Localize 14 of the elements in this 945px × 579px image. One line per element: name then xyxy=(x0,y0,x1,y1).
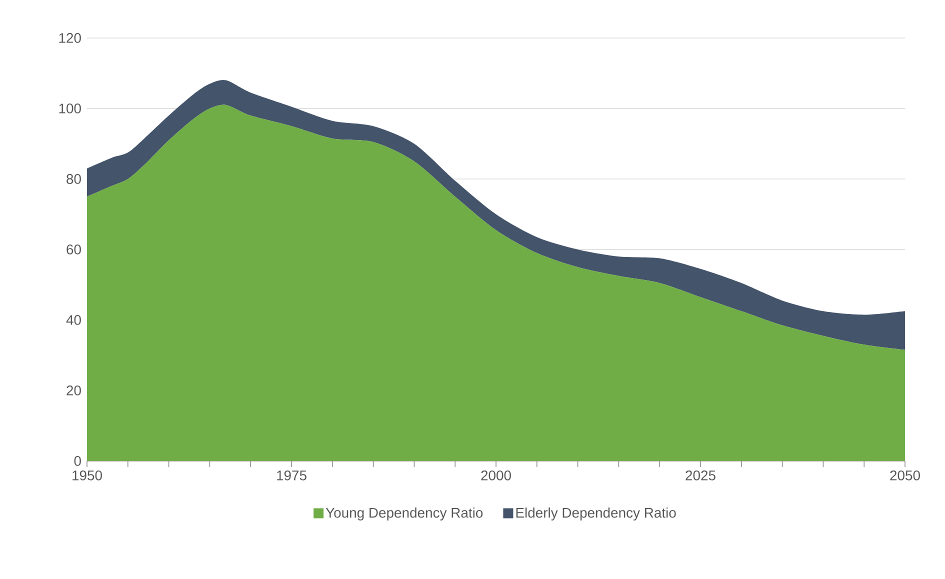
y-tick-label: 40 xyxy=(66,315,81,325)
y-tick-label: 0 xyxy=(74,456,81,466)
x-tick-label: 2025 xyxy=(686,470,716,480)
y-tick-label: 60 xyxy=(66,244,81,254)
legend-label: Elderly Dependency Ratio xyxy=(516,507,676,520)
x-tick-label: 2050 xyxy=(890,470,920,480)
y-tick-label: 20 xyxy=(66,386,81,396)
x-tick-label: 1950 xyxy=(72,470,102,480)
y-tick-label: 120 xyxy=(59,33,81,43)
x-tick-label: 1975 xyxy=(277,470,306,480)
legend-label: Young Dependency Ratio xyxy=(326,507,483,520)
y-tick-label: 100 xyxy=(59,104,81,114)
y-tick-label: 80 xyxy=(66,174,81,184)
x-tick-label: 2000 xyxy=(481,470,511,480)
